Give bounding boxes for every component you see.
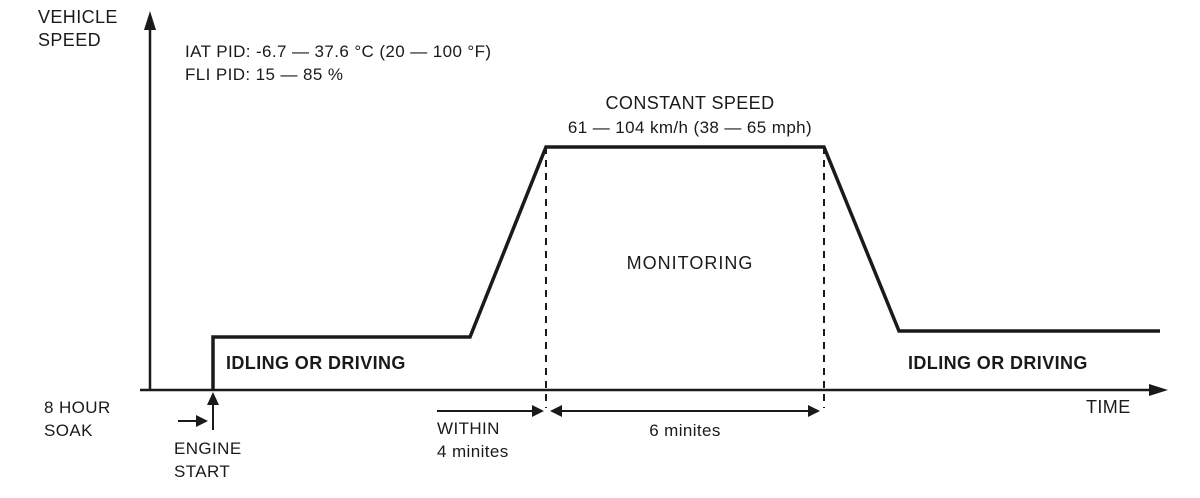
x-axis-label: TIME — [1086, 397, 1131, 417]
eight-hour-soak-label: 8 HOUR SOAK — [44, 398, 111, 440]
soak-arrowhead — [196, 415, 208, 427]
engine-start-arrowhead — [207, 392, 219, 405]
monitoring-label: MONITORING — [626, 253, 754, 273]
engine-start-label: ENGINE START — [174, 439, 242, 481]
six-minutes-label: 6 minites — [649, 421, 721, 440]
monitoring-boundaries-group — [545, 147, 825, 408]
arrowheads-group — [144, 11, 1168, 427]
fli-pid-condition: FLI PID: 15 — 85 % — [185, 65, 344, 84]
idling-or-driving-right-label: IDLING OR DRIVING — [908, 353, 1088, 373]
six-minutes-right-arrowhead — [808, 405, 820, 417]
constant-speed-range: 61 — 104 km/h (38 — 65 mph) — [567, 118, 813, 137]
idling-or-driving-left-label: IDLING OR DRIVING — [226, 353, 406, 373]
annotation-arrow-shafts — [178, 403, 810, 430]
within-4-minutes-label: WITHIN 4 minites — [437, 419, 509, 461]
axes-group — [140, 24, 1152, 392]
y-axis-label: VEHICLE SPEED — [38, 7, 118, 50]
constant-speed-title: CONSTANT SPEED — [605, 93, 775, 113]
within-arrowhead — [532, 405, 544, 417]
six-minutes-left-arrowhead — [550, 405, 562, 417]
x-axis-arrowhead — [1149, 384, 1168, 396]
iat-pid-condition: IAT PID: -6.7 — 37.6 °C (20 — 100 °F) — [185, 42, 492, 61]
y-axis-arrowhead — [144, 11, 156, 30]
